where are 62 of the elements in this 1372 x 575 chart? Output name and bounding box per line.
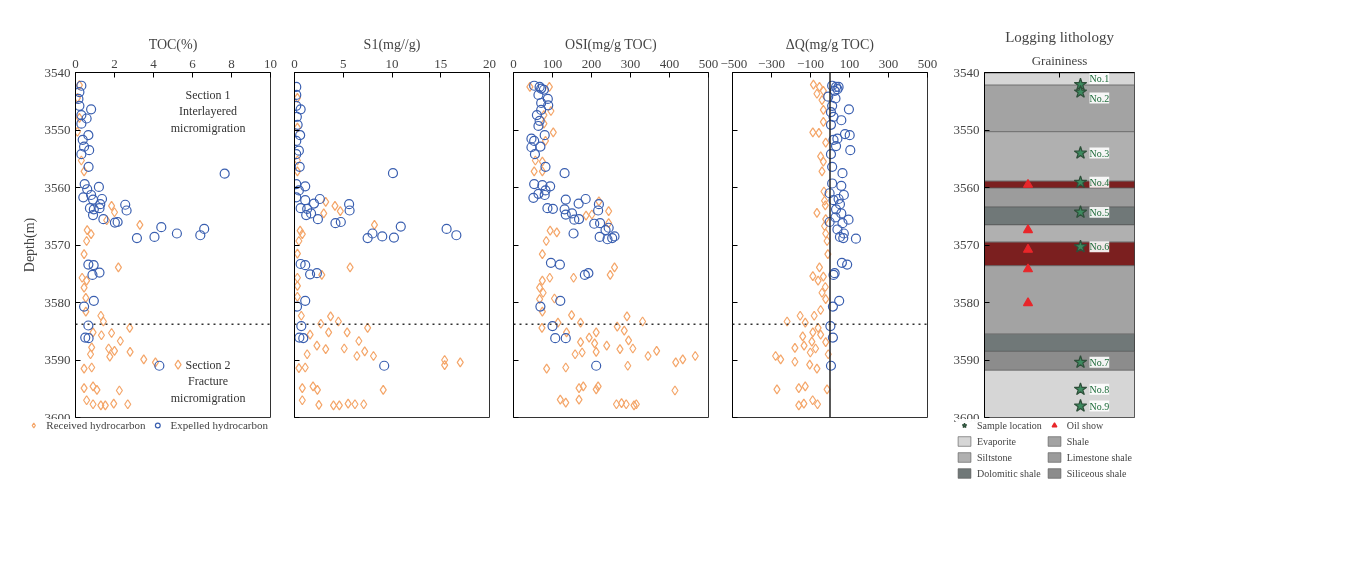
- legend-label: Dolomitic shale: [977, 467, 1041, 479]
- x-tick-label: −300: [758, 55, 785, 71]
- legend-label: Expelled hydrocarbon: [170, 419, 268, 431]
- data-label: No.3: [1089, 147, 1110, 159]
- y-tick-label: 3550: [44, 122, 71, 137]
- x-tick-label: 500: [917, 55, 938, 71]
- y-tick-label: 3590: [44, 352, 71, 367]
- y-tick-label: 3590: [953, 352, 980, 367]
- data-label: No.5: [1089, 206, 1110, 218]
- x-tick-label: 10: [264, 55, 277, 71]
- y-tick-label: 3580: [953, 294, 980, 310]
- annotation: Section 1 Interlayered micromigration: [170, 87, 246, 136]
- data-label: No.9: [1089, 400, 1110, 412]
- y-tick-label: 3570: [44, 237, 71, 252]
- x-tick-label: 100: [839, 55, 860, 71]
- x-tick-label: 300: [878, 55, 899, 71]
- x-axis-title: ΔQ(mg/g TOC): [785, 36, 875, 53]
- x-tick-label: 2: [111, 55, 118, 71]
- x-tick-label: 15: [434, 55, 448, 71]
- x-axis-title: S1(mg//g): [363, 36, 421, 53]
- x-tick-label: 0: [291, 55, 298, 71]
- x-tick-label: 6: [189, 55, 197, 71]
- x-tick-label: 0: [510, 55, 517, 71]
- x-tick-label: 8: [228, 55, 235, 71]
- legend-label: Siltstone: [977, 451, 1013, 463]
- legend-label: Shale: [1066, 435, 1089, 447]
- annotation: Section 2 Fracture micromigration: [170, 357, 246, 406]
- y-tick-label: 3560: [953, 179, 980, 195]
- x-axis-title: OSI(mg/g TOC): [565, 36, 658, 53]
- x-tick-label: 500: [698, 55, 719, 71]
- data-label: No.6: [1089, 241, 1110, 253]
- data-label: No.8: [1089, 383, 1110, 395]
- x-tick-label: 300: [620, 55, 641, 71]
- x-tick-label: Graininess: [1031, 52, 1088, 68]
- x-tick-label: 400: [659, 55, 680, 71]
- legend-label: Siliceous shale: [1066, 467, 1127, 479]
- legend-label: Evaporite: [977, 435, 1016, 447]
- x-tick-label: 4: [150, 55, 158, 71]
- x-axis-title: TOC(%): [148, 36, 198, 53]
- y-tick-label: 3570: [953, 237, 980, 252]
- x-tick-label: 100: [542, 55, 563, 71]
- data-label: No.4: [1089, 176, 1110, 188]
- y-tick-label: 3560: [44, 179, 71, 195]
- x-tick-label: 5: [340, 55, 347, 71]
- x-tick-label: 20: [483, 55, 496, 71]
- legend-label: Oil show: [1066, 419, 1104, 431]
- x-tick-label: −500: [720, 55, 748, 71]
- x-tick-label: −100: [797, 55, 824, 71]
- data-label: No.2: [1089, 92, 1110, 104]
- data-label: No.7: [1089, 356, 1110, 368]
- y-axis-title: Depth(m): [21, 217, 38, 273]
- legend-label: Sample location: [977, 419, 1042, 431]
- data-label: No.1: [1089, 73, 1110, 85]
- y-tick-label: 3540: [44, 64, 71, 80]
- y-tick-label: 3540: [953, 64, 980, 80]
- x-tick-label: 10: [385, 55, 399, 71]
- x-tick-label: 0: [72, 55, 79, 71]
- y-tick-label: 3550: [953, 122, 980, 137]
- legend-label: Limestone shale: [1066, 451, 1132, 463]
- x-tick-label: 200: [581, 55, 602, 71]
- chart-title: Logging lithology: [1005, 28, 1115, 45]
- y-tick-label: 3580: [44, 294, 71, 310]
